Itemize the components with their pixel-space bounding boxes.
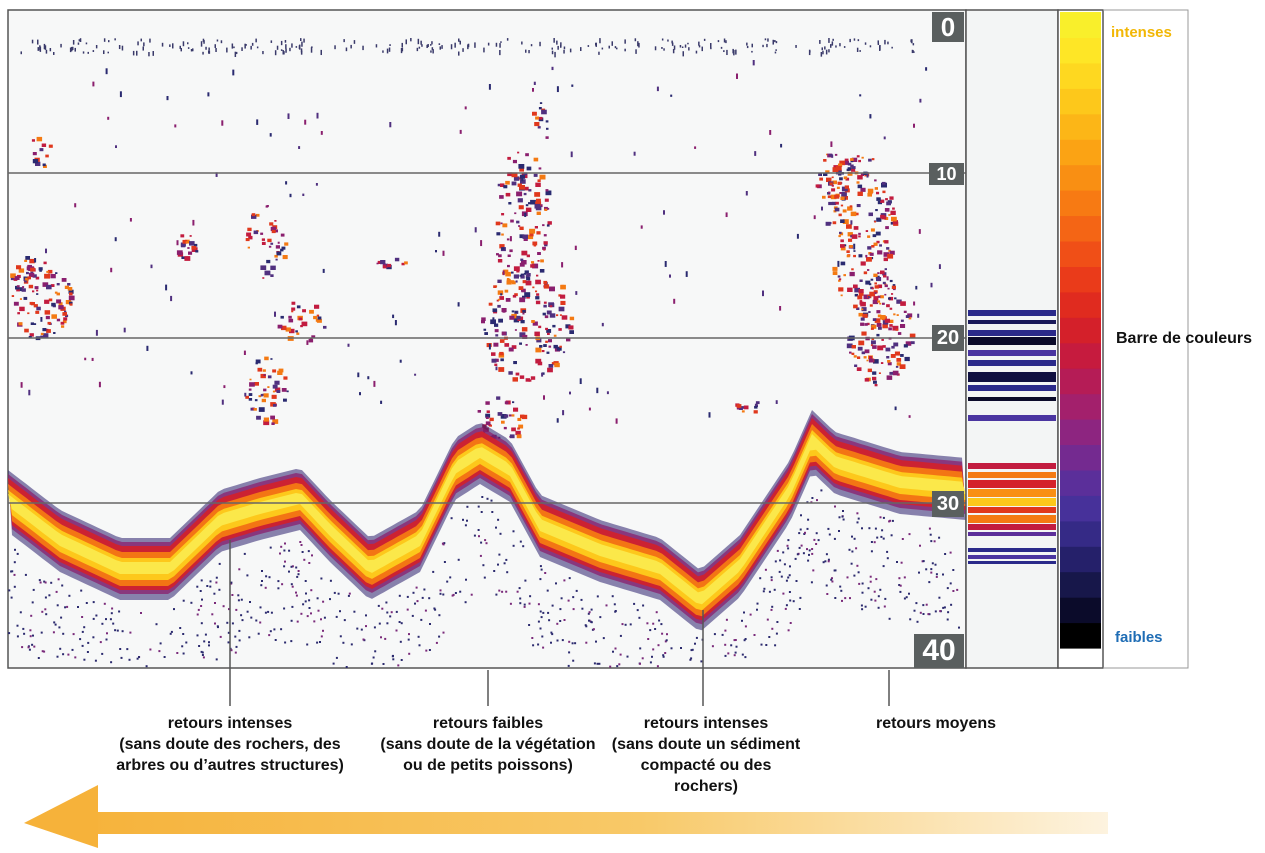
color-bar-swatch: [1060, 266, 1101, 293]
callout-intense-left: retours intenses (sans doute des rochers…: [90, 713, 370, 776]
callout-line: arbres ou d’autres structures): [116, 757, 344, 774]
color-bar: [1060, 12, 1101, 649]
color-bar-swatch: [1060, 317, 1101, 344]
callout-line: compacté ou des rochers): [640, 757, 772, 795]
callout-line: retours intenses: [643, 715, 769, 732]
color-bar-swatch: [1060, 88, 1101, 115]
callout-line: retours intenses: [167, 715, 293, 732]
color-bar-swatch: [1060, 139, 1101, 166]
callout-line: (sans doute un sédiment: [611, 736, 801, 753]
depth-tick-40: 40: [914, 634, 964, 668]
color-bar-swatch: [1060, 393, 1101, 420]
color-bar-swatch: [1060, 113, 1101, 140]
callout-line: ou de petits poissons): [403, 757, 573, 774]
color-bar-bracket: [1103, 9, 1189, 669]
color-bar-swatch: [1060, 215, 1101, 242]
sparse-returns: [10, 38, 941, 440]
color-bar-swatch: [1060, 37, 1101, 64]
depth-tick-10: 10: [929, 163, 964, 185]
callout-line: retours moyens: [875, 715, 997, 732]
callout-line: retours faibles: [432, 715, 544, 732]
callout-line: (sans doute de la végétation: [380, 736, 596, 753]
depth-tick-20: 20: [932, 325, 964, 351]
bottom-return-band: [8, 410, 966, 668]
color-bar-swatch: [1060, 62, 1101, 89]
amplitude-bars: [968, 310, 1056, 564]
color-bar-swatch: [1060, 419, 1101, 445]
color-bar-swatch: [1060, 12, 1101, 38]
color-bar-swatch: [1060, 597, 1101, 624]
color-bar-swatch: [1060, 444, 1101, 471]
callout-line: (sans doute des rochers, des: [119, 736, 341, 753]
depth-gridlines: [8, 172, 966, 504]
depth-tick-0: 0: [932, 12, 964, 42]
color-bar-low-label: faibles: [1115, 629, 1163, 646]
color-bar-swatch: [1060, 190, 1101, 217]
color-bar-swatch: [1060, 622, 1101, 649]
color-bar-swatch: [1060, 469, 1101, 496]
color-bar-swatch: [1060, 520, 1101, 547]
color-bar-high-label: intenses: [1111, 24, 1172, 41]
depth-tick-30: 30: [932, 491, 964, 517]
callout-intense-right: retours intenses (sans doute un sédiment…: [608, 713, 804, 797]
callout-faibles: retours faibles (sans doute de la végéta…: [360, 713, 616, 776]
color-bar-swatch: [1060, 291, 1101, 318]
color-bar-swatch: [1060, 164, 1101, 191]
callout-moyens: retours moyens: [848, 713, 1024, 734]
color-bar-swatch: [1060, 546, 1101, 573]
color-bar-swatch: [1060, 495, 1101, 522]
direction-arrow: [24, 785, 1108, 848]
color-bar-swatch: [1060, 342, 1101, 369]
color-bar-swatch: [1060, 241, 1101, 267]
color-bar-swatch: [1060, 571, 1101, 598]
color-bar-swatch: [1060, 368, 1101, 395]
color-bar-title: Barre de couleurs: [1116, 330, 1253, 347]
